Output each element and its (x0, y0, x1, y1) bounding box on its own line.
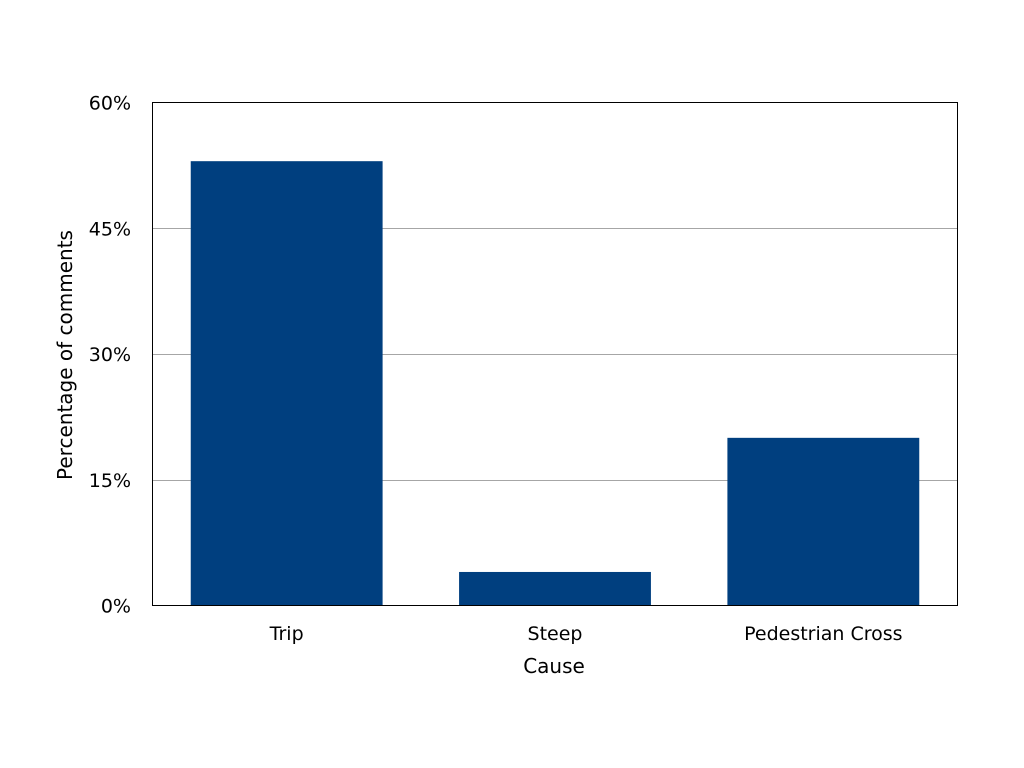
bars (190, 161, 920, 606)
x-axis-title: Cause (523, 654, 585, 678)
bar-trip (190, 161, 383, 606)
bar-pedestrian-cross (727, 437, 920, 606)
x-tick-label: Trip (269, 623, 304, 645)
y-tick-label: 15% (89, 470, 131, 492)
x-tick-labels: Trip Steep Pedestrian Cross (269, 623, 903, 645)
x-tick-label: Pedestrian Cross (744, 623, 902, 645)
x-tick-label: Steep (528, 623, 583, 645)
y-tick-labels: 0% 15% 30% 45% 60% (89, 93, 131, 618)
y-tick-label: 30% (89, 344, 131, 366)
bar-steep (459, 571, 651, 606)
y-tick-label: 45% (89, 218, 131, 240)
plot-frame (152, 102, 958, 606)
y-tick-label: 0% (101, 596, 131, 618)
y-tick-label: 60% (89, 93, 131, 115)
y-axis-title: Percentage of comments (53, 230, 77, 480)
